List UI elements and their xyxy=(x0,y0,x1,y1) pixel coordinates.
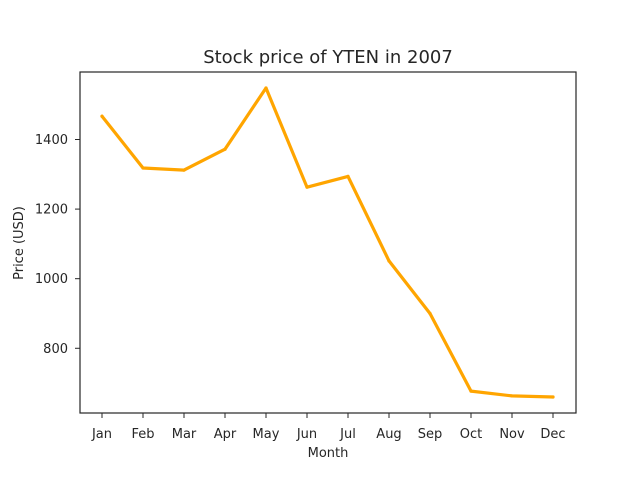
data-point-apr xyxy=(223,148,226,151)
data-point-jun xyxy=(305,186,308,189)
x-axis-label: Month xyxy=(308,446,349,461)
x-tick-label: Aug xyxy=(376,427,401,442)
y-tick-label: 1000 xyxy=(35,272,68,287)
x-axis: Jan Feb Mar Apr May Jun Jul Aug Sep Oct Nov Dec xyxy=(91,413,566,442)
x-tick-label: Mar xyxy=(172,427,197,442)
data-point-mar xyxy=(182,169,185,172)
x-tick-label: May xyxy=(253,427,280,442)
data-point-aug xyxy=(387,259,390,262)
x-tick-label: Nov xyxy=(499,427,525,442)
data-point-may xyxy=(264,86,267,89)
chart-title: Stock price of YTEN in 2007 xyxy=(203,47,453,68)
data-point-feb xyxy=(141,166,144,169)
y-axis: 800 1000 1200 1400 xyxy=(35,133,80,357)
data-point-jan xyxy=(100,115,103,118)
series-line-0 xyxy=(102,88,553,397)
y-tick-label: 1400 xyxy=(35,133,68,148)
y-axis-label: Price (USD) xyxy=(12,206,27,280)
x-tick-label: Apr xyxy=(214,427,237,442)
x-tick-label: Jan xyxy=(91,427,112,442)
data-point-oct xyxy=(469,389,472,392)
data-point-jul xyxy=(346,175,349,178)
x-tick-label: Dec xyxy=(540,427,565,442)
x-tick-label: Feb xyxy=(131,427,154,442)
x-tick-label: Jun xyxy=(296,427,317,442)
y-tick-label: 1200 xyxy=(35,203,68,218)
data-point-dec xyxy=(551,395,554,398)
x-tick-label: Sep xyxy=(418,427,443,442)
axes-frame xyxy=(80,72,576,413)
data-point-nov xyxy=(510,394,513,397)
plot-area xyxy=(100,86,554,398)
x-tick-label: Jul xyxy=(339,427,356,442)
y-tick-label: 800 xyxy=(43,342,68,357)
data-point-sep xyxy=(428,312,431,315)
x-tick-label: Oct xyxy=(460,427,482,442)
